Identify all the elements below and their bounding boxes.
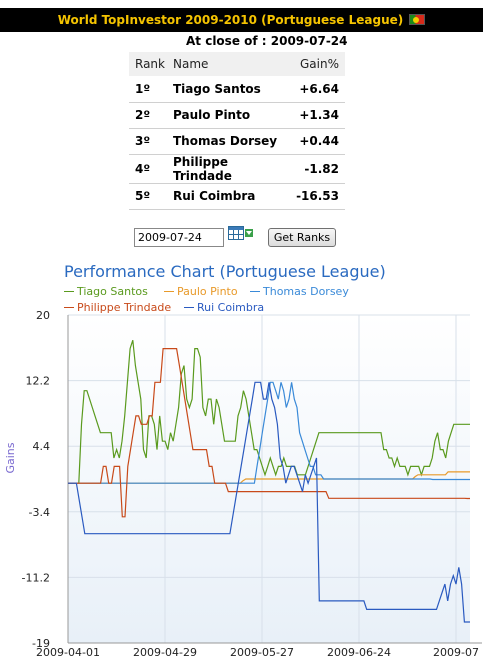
legend-item: Rui Coimbra: [184, 301, 264, 314]
legend-swatch: [184, 307, 194, 308]
x-tick-label: 2009-07: [433, 646, 479, 659]
series-line: [68, 381, 470, 623]
x-tick-label: 2009-06-24: [327, 646, 391, 659]
legend-swatch: [164, 291, 174, 292]
rank-cell: 1º: [129, 76, 167, 103]
rank-cell: 2º: [129, 102, 167, 129]
x-tick-label: 2009-04-29: [133, 646, 197, 659]
close-date-label: At close of : 2009-07-24: [186, 34, 348, 48]
ranking-row: 5º Rui Coimbra -16.53: [129, 183, 345, 210]
name-cell: Rui Coimbra: [167, 183, 291, 210]
legend-swatch: [250, 291, 260, 292]
legend-item: Tiago Santos: [64, 285, 148, 298]
ranking-row: 4º Philippe Trindade -1.82: [129, 154, 345, 184]
gain-cell: +6.64: [290, 76, 345, 103]
legend-swatch: [64, 291, 74, 292]
ranking-header-row: Rank Name Gain%: [129, 52, 345, 76]
calendar-icon[interactable]: [228, 226, 253, 241]
legend-item: Paulo Pinto: [164, 285, 238, 298]
y-tick-label: -19: [32, 637, 50, 650]
gain-cell: +0.44: [290, 128, 345, 155]
ranking-row: 1º Tiago Santos +6.64: [129, 76, 345, 103]
y-tick-label: 20: [36, 309, 50, 322]
legend-item: Thomas Dorsey: [250, 285, 349, 298]
ranking-table: Rank Name Gain% 1º Tiago Santos +6.64 2º Pau…: [129, 52, 345, 210]
x-tick-label: 2009-04-01: [36, 646, 100, 659]
league-title-bar: World TopInvestor 2009-2010 (Portuguese …: [0, 8, 483, 32]
name-cell: Tiago Santos: [167, 76, 291, 103]
series-line: [68, 381, 470, 484]
y-tick-label: 4.4: [33, 440, 51, 453]
legend-swatch: [64, 307, 74, 308]
portugal-flag-icon: [409, 14, 426, 25]
name-header: Name: [167, 52, 291, 76]
legend-item: Philippe Trindade: [64, 301, 171, 314]
name-cell: Paulo Pinto: [167, 102, 291, 129]
gain-cell: +1.34: [290, 102, 345, 129]
gain-header: Gain%: [290, 52, 345, 76]
rank-cell: 3º: [129, 128, 167, 155]
y-tick-label: 12.2: [26, 375, 51, 388]
gain-cell: -1.82: [290, 154, 345, 184]
chevron-down-icon: [245, 229, 253, 237]
gain-cell: -16.53: [290, 183, 345, 210]
get-ranks-button[interactable]: Get Ranks: [268, 228, 336, 247]
ranking-row: 2º Paulo Pinto +1.34: [129, 102, 345, 129]
name-cell: Philippe Trindade: [167, 154, 291, 184]
name-cell: Thomas Dorsey: [167, 128, 291, 155]
rank-header: Rank: [129, 52, 167, 76]
x-tick-label: 2009-05-27: [230, 646, 294, 659]
y-tick-label: -3.4: [29, 506, 50, 519]
chart-legend: Tiago Santos Paulo Pinto Thomas Dorsey P…: [64, 285, 483, 314]
league-title: World TopInvestor 2009-2010 (Portuguese …: [57, 13, 404, 27]
series-line: [68, 340, 470, 484]
y-axis-label: Gains: [4, 442, 17, 473]
rank-cell: 4º: [129, 154, 167, 184]
calendar-grid-icon: [228, 226, 244, 240]
ranking-row: 3º Thomas Dorsey +0.44: [129, 128, 345, 155]
y-tick-label: -11.2: [22, 571, 50, 584]
date-input[interactable]: [134, 228, 224, 247]
rank-cell: 5º: [129, 183, 167, 210]
chart-title: Performance Chart (Portuguese League): [64, 262, 386, 281]
series-line: [68, 348, 470, 518]
